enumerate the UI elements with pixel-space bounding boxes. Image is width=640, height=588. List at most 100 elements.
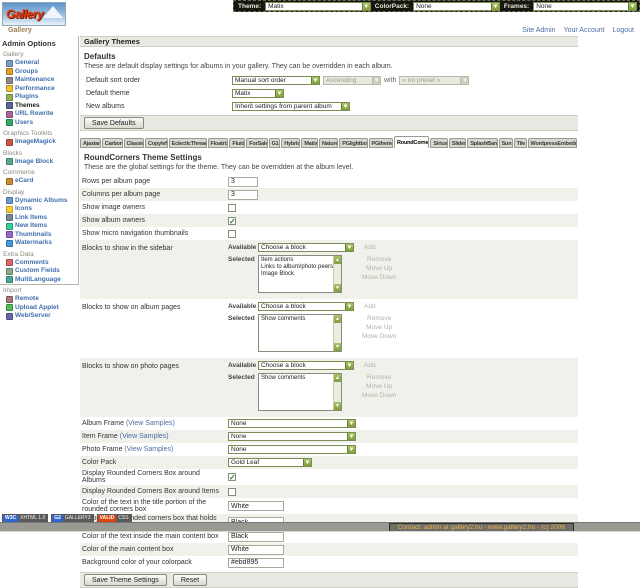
show-album-owners-checkbox[interactable] xyxy=(228,216,236,225)
photo-blocks-add-link[interactable]: Add xyxy=(364,362,376,369)
tab-hybrid[interactable]: Hybrid xyxy=(281,138,301,148)
album-frame-view-samples-link[interactable]: (View Samples) xyxy=(125,420,175,427)
logout-link[interactable]: Logout xyxy=(612,27,634,34)
photo-blocks-move-down-link[interactable]: Move Down xyxy=(362,392,397,399)
color-pack-select[interactable]: Gold Leaf ▼ xyxy=(228,458,312,467)
sidebar-item-ecard[interactable]: eCard xyxy=(6,177,76,186)
tab-carbon[interactable]: Carbon xyxy=(101,138,123,148)
photo-frame-view-samples-link[interactable]: (View Samples) xyxy=(124,446,174,453)
sidebar-item-watermarks[interactable]: Watermarks xyxy=(6,239,76,248)
sidebar-item-url-rewrite[interactable]: URL Rewrite xyxy=(6,110,76,119)
sidebar-item-themes[interactable]: Themes xyxy=(6,102,76,111)
tab-nature[interactable]: Nature xyxy=(319,138,339,148)
sidebar-item-image-block[interactable]: Image Block xyxy=(6,158,76,167)
sidebar-blocks-remove-link[interactable]: Remove xyxy=(367,256,392,263)
tab-floatrix[interactable]: Floatrix xyxy=(207,138,229,148)
rounded-albums-checkbox[interactable] xyxy=(228,473,236,481)
scroll-down-icon[interactable]: ▼ xyxy=(334,343,341,351)
content-box-color-input[interactable] xyxy=(228,544,284,555)
photo-blocks-move-up-link[interactable]: Move Up xyxy=(366,383,393,390)
tab-forsale[interactable]: ForSale xyxy=(246,138,268,148)
show-image-owners-checkbox[interactable] xyxy=(228,203,236,212)
rows-per-page-input[interactable] xyxy=(228,176,258,187)
album-blocks-remove-link[interactable]: Remove xyxy=(367,315,392,322)
sidebar-blocks-listbox[interactable]: Item actions Links to album/photo peers … xyxy=(258,255,342,293)
album-blocks-move-up-link[interactable]: Move Up xyxy=(366,324,393,331)
album-blocks-add-link[interactable]: Add xyxy=(364,303,376,310)
tab-pgtheme[interactable]: PGtheme xyxy=(368,138,394,148)
scroll-down-icon[interactable]: ▼ xyxy=(334,402,341,410)
sidebar-item-icons[interactable]: Icons xyxy=(6,205,76,214)
tab-sun[interactable]: Sun xyxy=(498,138,513,148)
sort-preset-select[interactable]: « no preset » ▼ xyxy=(399,76,470,85)
site-admin-link[interactable]: Site Admin xyxy=(522,27,556,34)
sort-order-select[interactable]: Manual sort order ▼ xyxy=(232,76,320,85)
sidebar-item-upload-applet[interactable]: Upload Applet xyxy=(6,304,76,313)
tab-g1[interactable]: G1 xyxy=(268,138,281,148)
tab-siriux[interactable]: Siriux xyxy=(430,138,448,148)
sidebar-item-comments[interactable]: Comments xyxy=(6,259,76,268)
item-frame-select[interactable]: None ▼ xyxy=(228,432,356,441)
your-account-link[interactable]: Your Account xyxy=(563,27,605,34)
sidebar-item-multilanguage[interactable]: MultiLanguage xyxy=(6,276,76,285)
album-frame-select[interactable]: None ▼ xyxy=(228,419,356,428)
show-micro-nav-checkbox[interactable] xyxy=(228,229,236,238)
sidebar-item-custom-fields[interactable]: Custom Fields xyxy=(6,267,76,276)
sidebar-item-new-items[interactable]: New Items xyxy=(6,222,76,231)
content-text-color-input[interactable] xyxy=(228,531,284,542)
tab-wordpressembedded[interactable]: WordpressEmbedded xyxy=(527,138,577,148)
album-blocks-move-down-link[interactable]: Move Down xyxy=(362,333,397,340)
list-item[interactable]: Show comments xyxy=(261,316,306,322)
frames-select[interactable]: None ▼ xyxy=(533,1,637,11)
breadcrumb[interactable]: Gallery xyxy=(8,27,32,34)
sidebar-item-imagemagick[interactable]: ImageMagick xyxy=(6,138,76,147)
new-albums-select[interactable]: Inherit settings from parent album ▼ xyxy=(232,102,350,111)
tab-tile[interactable]: Tile xyxy=(513,138,527,148)
cols-per-page-input[interactable] xyxy=(228,189,258,200)
sidebar-blocks-move-up-link[interactable]: Move Up xyxy=(366,265,393,272)
tab-slider[interactable]: Slider xyxy=(448,138,467,148)
rounded-items-checkbox[interactable] xyxy=(228,487,236,496)
listbox-scrollbar[interactable]: ▲ ▼ xyxy=(333,374,341,410)
tab-fluid[interactable]: Fluid xyxy=(229,138,246,148)
sidebar-item-remote[interactable]: Remote xyxy=(6,295,76,304)
tab-copyleft[interactable]: Copyleft xyxy=(145,138,168,148)
sidebar-blocks-add-link[interactable]: Add xyxy=(364,244,376,251)
sidebar-item-link-items[interactable]: Link Items xyxy=(6,214,76,223)
list-item[interactable]: Links to album/photo peers xyxy=(261,264,333,270)
scroll-up-icon[interactable]: ▲ xyxy=(334,374,341,382)
photo-frame-select[interactable]: None ▼ xyxy=(228,445,356,454)
scroll-down-icon[interactable]: ▼ xyxy=(334,284,341,292)
album-blocks-listbox[interactable]: Show comments ▲ ▼ xyxy=(258,314,342,352)
sidebar-blocks-move-down-link[interactable]: Move Down xyxy=(362,274,397,281)
photo-blocks-select[interactable]: Choose a block ▼ xyxy=(258,361,354,370)
tab-matix[interactable]: Matix xyxy=(301,138,319,148)
sidebar-item-general[interactable]: General xyxy=(6,59,76,68)
photo-blocks-remove-link[interactable]: Remove xyxy=(367,374,392,381)
sidebar-item-web-server[interactable]: Web/Server xyxy=(6,312,76,321)
sort-direction-select[interactable]: Ascending ▼ xyxy=(323,76,381,85)
sidebar-item-thumbnails[interactable]: Thumbnails xyxy=(6,231,76,240)
save-defaults-button[interactable]: Save Defaults xyxy=(84,117,144,129)
scroll-up-icon[interactable]: ▲ xyxy=(334,315,341,323)
listbox-scrollbar[interactable]: ▲ ▼ xyxy=(333,256,341,292)
sidebar-item-plugins[interactable]: Plugins xyxy=(6,93,76,102)
tab-pglightbox[interactable]: PGlightbox xyxy=(339,138,368,148)
scroll-up-icon[interactable]: ▲ xyxy=(334,256,341,264)
sidebar-item-dynamic-albums[interactable]: Dynamic Albums xyxy=(6,197,76,206)
save-theme-settings-button[interactable]: Save Theme Settings xyxy=(84,574,167,586)
colorpack-bg-input[interactable] xyxy=(228,557,284,568)
album-blocks-select[interactable]: Choose a block ▼ xyxy=(258,302,354,311)
reset-button[interactable]: Reset xyxy=(172,574,208,586)
tab-splashbang[interactable]: SplashBang xyxy=(467,138,498,148)
sidebar-blocks-select[interactable]: Choose a block ▼ xyxy=(258,243,354,252)
gallery-logo[interactable]: Gallery xyxy=(2,2,66,26)
sidebar-item-performance[interactable]: Performance xyxy=(6,85,76,94)
item-frame-view-samples-link[interactable]: (View Samples) xyxy=(119,433,169,440)
tab-ajaxian[interactable]: Ajaxian xyxy=(80,138,101,148)
sidebar-item-groups[interactable]: Groups xyxy=(6,68,76,77)
listbox-scrollbar[interactable]: ▲ ▼ xyxy=(333,315,341,351)
list-item[interactable]: Item actions xyxy=(261,257,294,263)
list-item[interactable]: Image Block xyxy=(261,271,295,277)
colorpack-select[interactable]: None ▼ xyxy=(413,1,500,11)
